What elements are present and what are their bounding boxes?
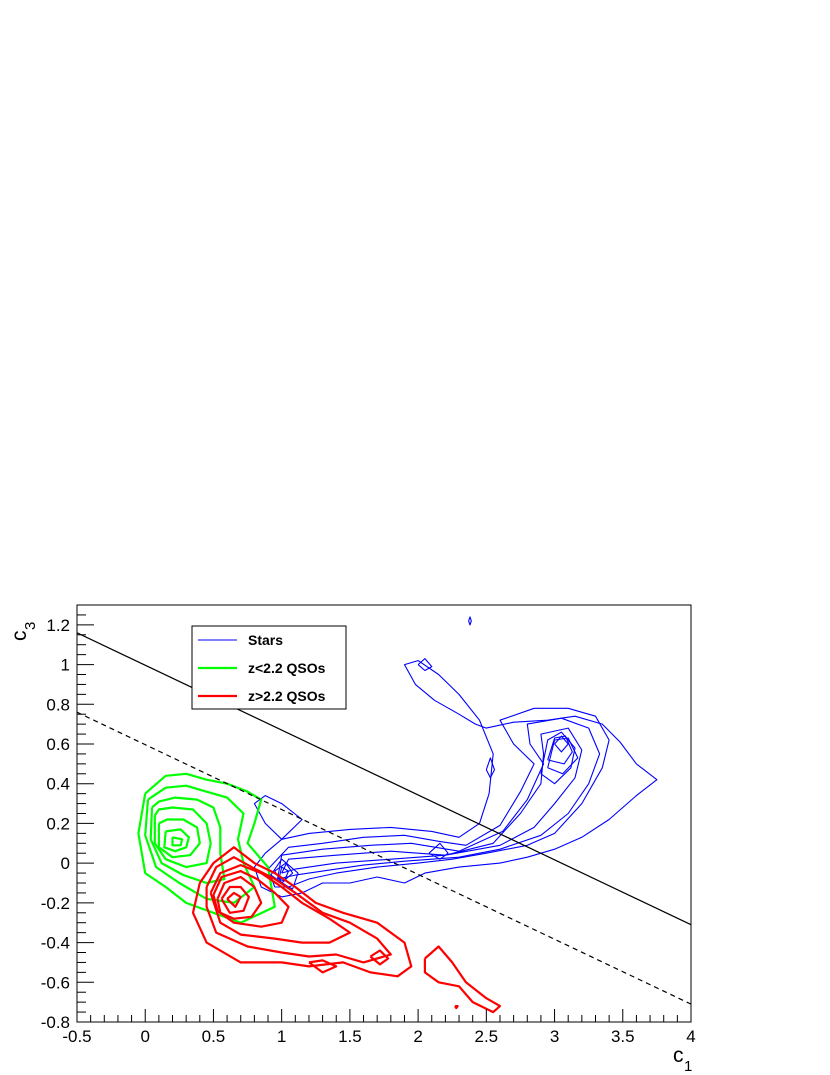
legend-label: z<2.2 QSOs [248,660,326,676]
contour-line [171,836,184,847]
y-tick-label: 1 [61,656,70,675]
cut-lines-layer [77,632,691,1005]
contour-line [547,737,579,775]
contour-line [281,727,583,874]
contour-line [554,735,569,753]
legend: Stars z<2.2 QSOs z>2.2 QSOs [191,625,347,710]
y-tick-label: 0.8 [46,695,70,714]
x-tick-label: 1.5 [338,1027,362,1046]
contour-line [485,757,496,779]
x-tick-label: 0 [140,1027,149,1046]
y-tick-label: -0.8 [41,1013,70,1032]
x-tick-label: -0.5 [62,1027,91,1046]
series-stars [253,616,658,898]
contour-line [157,818,201,859]
legend-entry: z>2.2 QSOs [198,688,326,704]
contours-layer [137,616,658,1014]
ticks-layer: -0.5 0 0.5 1 1.5 2 2.5 3 3.5 4 -0.8 -0.6 -0.4 -0.2 0 0.… [41,604,696,1046]
x-tick-label: 1 [277,1027,286,1046]
plot-frame [76,604,692,1023]
x-tick-label: 3 [550,1027,559,1046]
contour-line [205,856,392,964]
y-tick-label: 0.2 [46,814,70,833]
contour-line [454,1004,459,1010]
x-tick-label: 2.5 [475,1027,499,1046]
contour-line [270,858,299,890]
x-axis-title-subscript: 1 [684,1058,692,1075]
contour-line [308,959,338,974]
contour-line [149,796,226,885]
legend-entry: Stars [198,632,283,648]
x-tick-label: 0.5 [202,1027,226,1046]
legend-label: z>2.2 QSOs [248,688,326,704]
y-axis-title-subscript: 3 [22,622,39,630]
y-tick-label: -0.2 [41,894,70,913]
y-axis-title-base: c [8,631,31,642]
y-tick-label: 0.4 [46,775,70,794]
contour-line [226,891,242,908]
contour-line [220,885,250,914]
contour-line [369,949,390,966]
contour-line [153,806,212,869]
contour-line [163,828,190,853]
contour-line [277,717,601,880]
x-tick-label: 3.5 [611,1027,635,1046]
y-tick-label: -0.6 [41,973,70,992]
y-tick-label: -0.4 [41,934,70,953]
solid-cut-line [77,632,691,926]
contour-line [428,842,449,860]
x-tick-label: 4 [686,1027,695,1046]
contour-line [209,863,351,944]
x-axis-title-base: c [673,1044,684,1067]
contour-line [212,869,290,928]
contour-line [216,875,263,920]
y-tick-label: 1.2 [46,616,70,635]
contour-line [191,846,413,978]
contour-line [253,795,303,840]
contour-line [267,707,610,888]
contour-line [253,660,658,898]
series-z-2-2-qsos [191,846,502,1014]
legend-entry: z<2.2 QSOs [198,660,326,676]
x-tick-label: 2 [413,1027,422,1046]
x-axis-title: c 1 [673,1044,692,1075]
y-axis-title: c 3 [8,622,39,641]
y-tick-label: 0.6 [46,735,70,754]
y-tick-label: 0 [61,854,70,873]
contour-line [547,735,573,765]
legend-label: Stars [248,632,283,648]
contour-line [137,772,276,924]
contour-line [417,658,433,672]
contour-line [540,731,576,785]
contour-line [278,866,290,882]
contour-line [423,945,502,1014]
contour-line [468,616,472,626]
